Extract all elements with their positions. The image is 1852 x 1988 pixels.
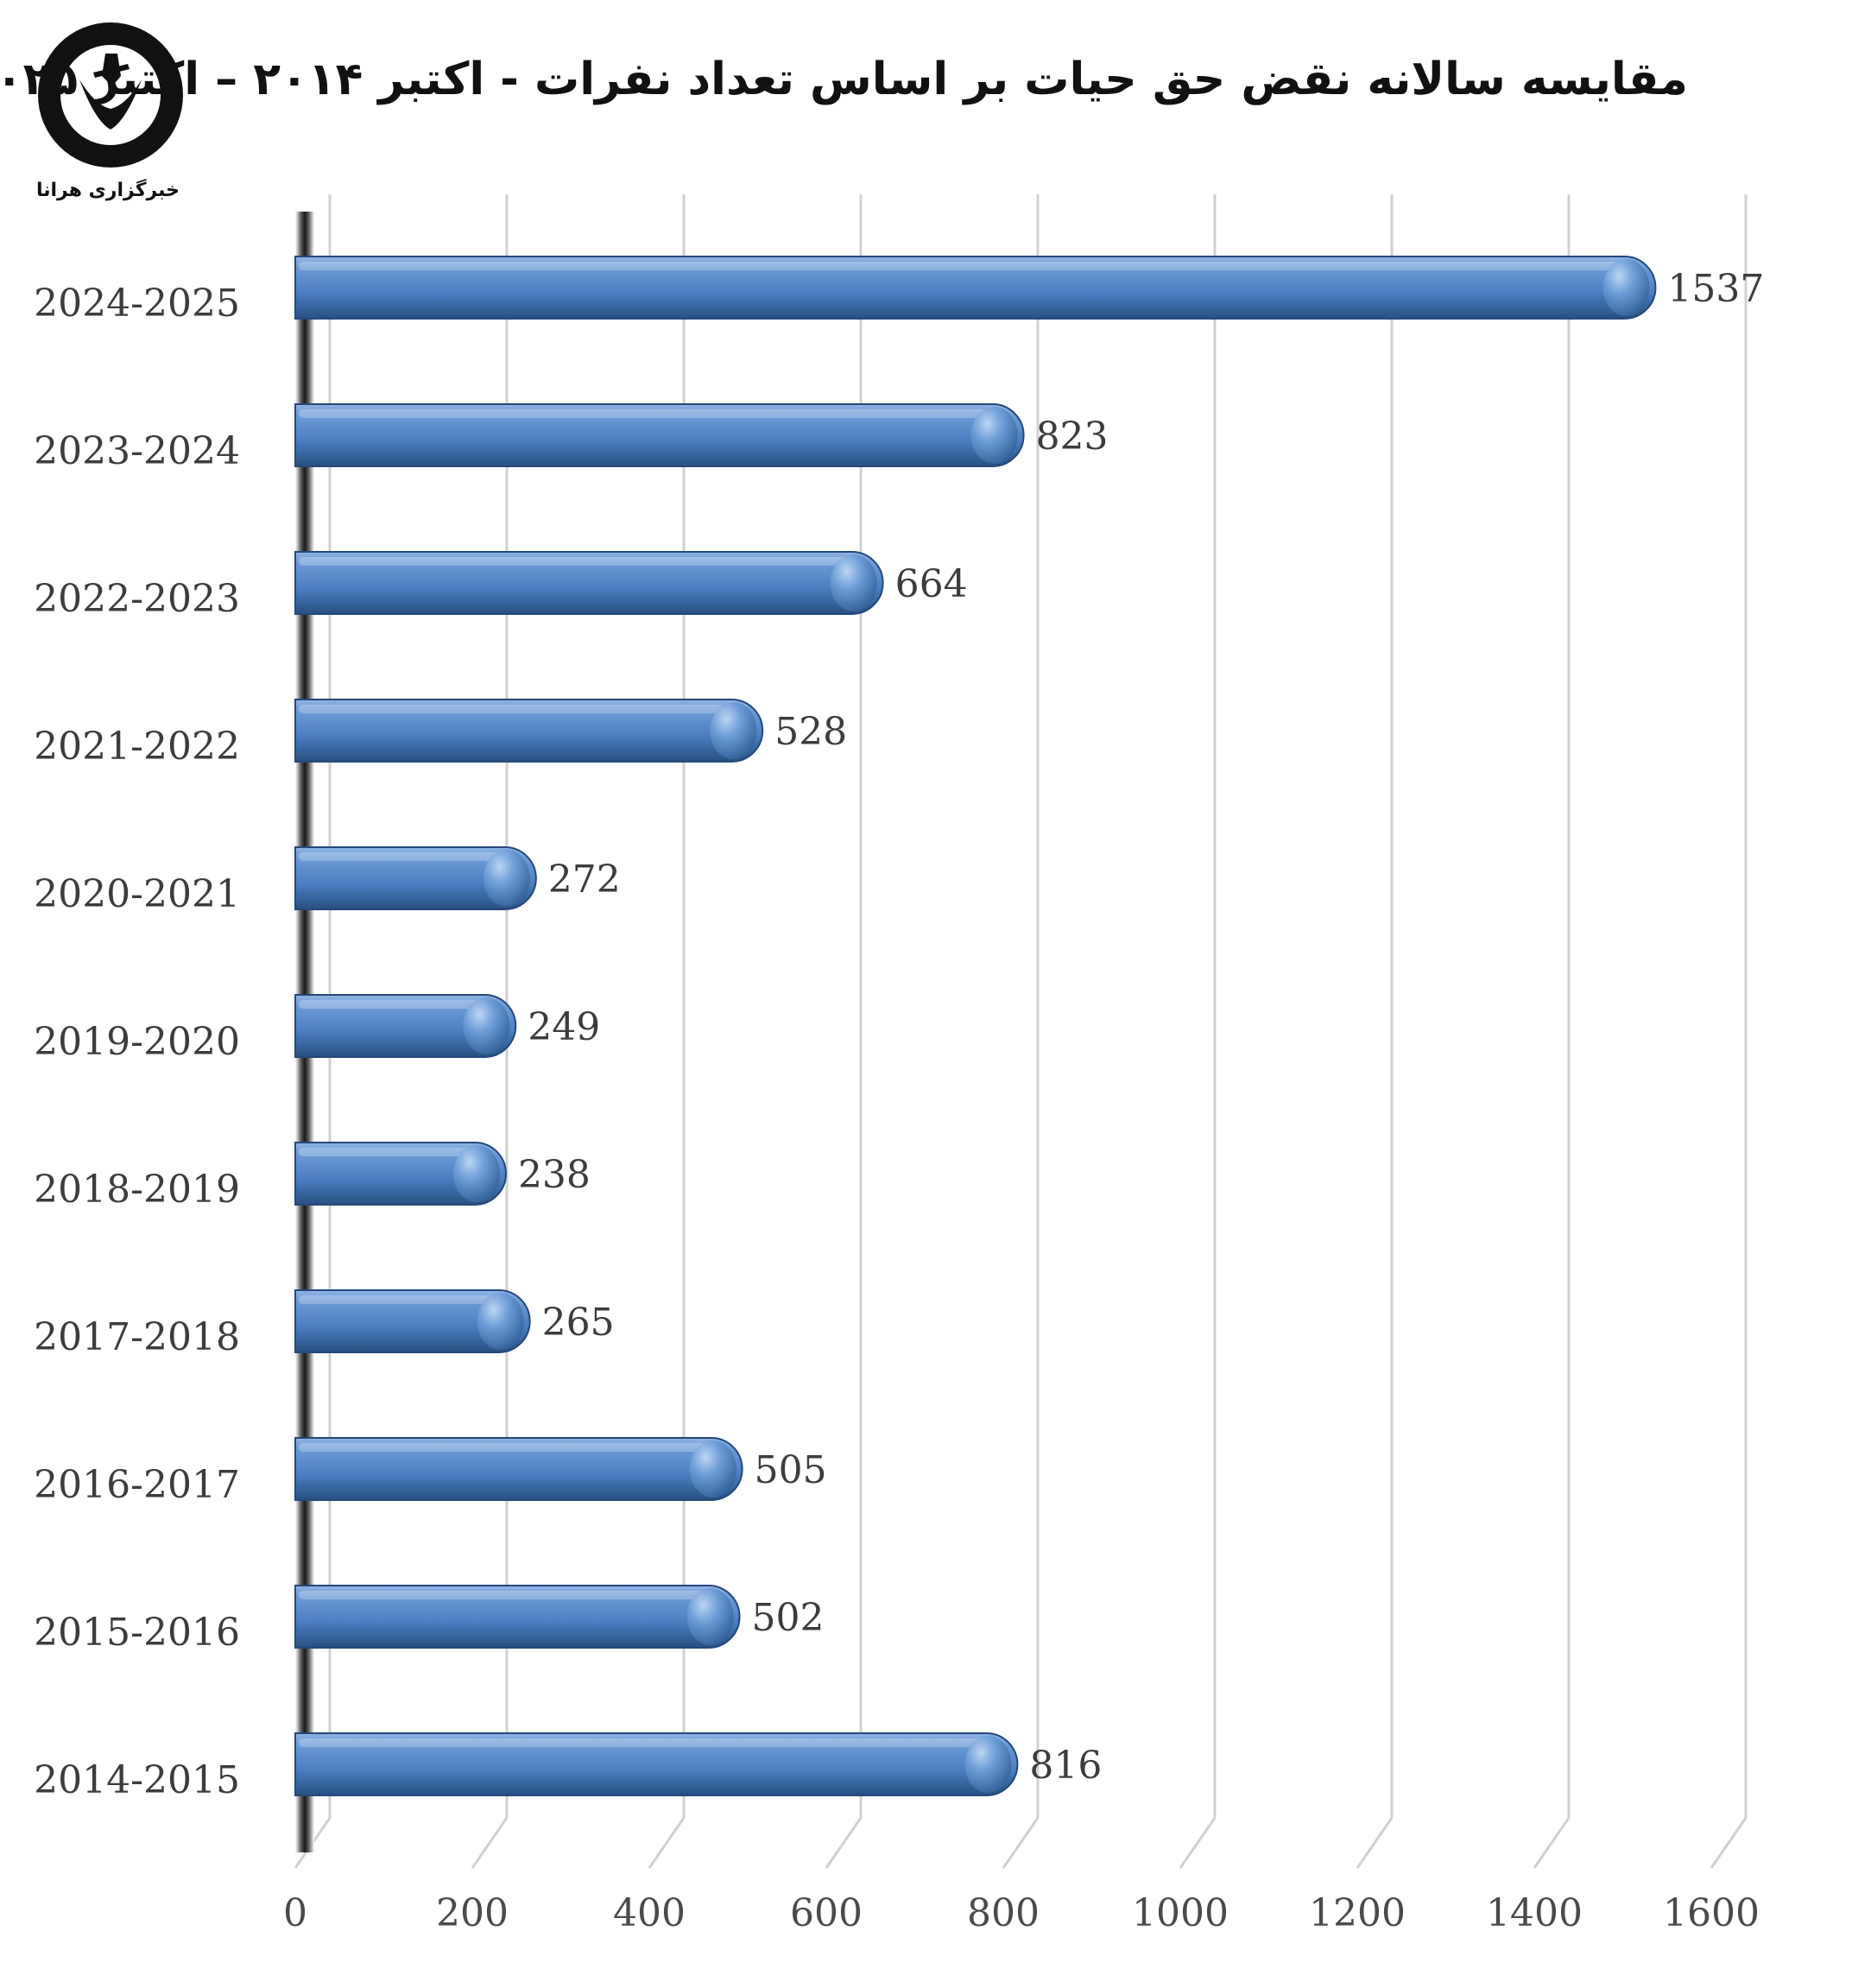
gridline-floor: [648, 1817, 686, 1869]
logo-caption: خبرگزاری هرانا: [36, 178, 180, 201]
bar: [294, 1289, 531, 1353]
category-label: 2015-2016: [34, 1611, 240, 1655]
category-label: 2024-2025: [34, 282, 240, 326]
bar-cap: [452, 1145, 500, 1202]
gridline-floor: [1179, 1817, 1217, 1869]
category-label: 2018-2019: [34, 1168, 240, 1212]
data-label: 816: [1029, 1744, 1102, 1788]
chart-title: مقایسه سالانه نقض حق حیات بر اساس تعداد …: [0, 54, 1688, 105]
x-tick-label: 1600: [1663, 1891, 1760, 1935]
data-label: 664: [895, 562, 968, 606]
bar-highlight: [299, 1148, 470, 1156]
bar-cap: [477, 1293, 524, 1350]
hrana-logo: خبرگزاری هرانا: [36, 22, 183, 201]
bar: [294, 256, 1657, 320]
bar-cap: [964, 1736, 1012, 1793]
x-tick-label: 1000: [1132, 1891, 1229, 1935]
data-label: 505: [755, 1448, 827, 1492]
bar: [294, 699, 764, 763]
data-label: 238: [518, 1153, 591, 1197]
category-label: 2017-2018: [34, 1315, 240, 1359]
x-tick-label: 400: [613, 1891, 686, 1935]
bar: [294, 403, 1025, 467]
bar-highlight: [299, 852, 500, 861]
data-label: 249: [528, 1005, 600, 1049]
data-label: 823: [1036, 415, 1109, 459]
x-tick-label: 0: [283, 1891, 307, 1935]
data-label: 1537: [1667, 267, 1764, 311]
category-labels: 2024-2025 2023-2024 2022-2023 2021-2022 2020…: [34, 282, 240, 1802]
bar-cap: [1602, 259, 1650, 316]
gridline-floor: [1533, 1817, 1571, 1869]
x-tick-label: 200: [436, 1891, 509, 1935]
bar-highlight: [299, 1295, 494, 1304]
bar-cap: [830, 554, 877, 611]
gridline-floor: [471, 1817, 509, 1869]
bar: [294, 1142, 507, 1206]
bar: [294, 1437, 743, 1501]
gridline-floor: [1002, 1817, 1040, 1869]
data-label: 528: [774, 710, 847, 754]
gridline-floor: [1710, 1817, 1748, 1869]
bar: [294, 1585, 741, 1649]
bars: 1537 823 664 528 272 249 238 265 505 502 816: [294, 256, 1764, 1796]
gridline-floor: [1356, 1817, 1394, 1869]
x-tick-label: 800: [967, 1891, 1040, 1935]
x-tick-label: 600: [790, 1891, 863, 1935]
bar-cap: [710, 702, 757, 759]
bar: [294, 994, 517, 1058]
category-label: 2019-2020: [34, 1020, 240, 1064]
bar-highlight: [299, 1591, 704, 1599]
bar-highlight: [299, 1000, 480, 1009]
gridline-floor: [825, 1817, 863, 1869]
category-label: 2016-2017: [34, 1463, 240, 1507]
category-label: 2022-2023: [34, 577, 240, 621]
bar: [294, 1732, 1019, 1796]
bar-highlight: [299, 1443, 706, 1452]
data-label: 502: [752, 1596, 825, 1640]
bar-highlight: [299, 705, 727, 713]
bar-cap: [689, 1440, 736, 1497]
category-label: 2023-2024: [34, 429, 240, 473]
data-label: 272: [548, 858, 621, 902]
bar-highlight: [299, 409, 988, 418]
x-tick-label: 1400: [1486, 1891, 1583, 1935]
bar-highlight: [299, 1738, 982, 1747]
bar-highlight: [299, 262, 1620, 270]
bar-cap: [686, 1588, 734, 1645]
bar: [294, 551, 884, 615]
bar-highlight: [299, 557, 847, 566]
bar: [294, 846, 537, 910]
bar-cap: [463, 997, 510, 1054]
category-label: 2014-2015: [34, 1758, 240, 1802]
category-label: 2020-2021: [34, 872, 240, 916]
x-tick-labels: 0 200 400 600 800 1000 1200 1400 1600: [283, 1891, 1760, 1935]
data-label: 265: [542, 1301, 615, 1345]
category-label: 2021-2022: [34, 725, 240, 769]
bar-cap: [970, 407, 1018, 464]
bar-cap: [483, 850, 530, 907]
x-tick-label: 1200: [1309, 1891, 1406, 1935]
